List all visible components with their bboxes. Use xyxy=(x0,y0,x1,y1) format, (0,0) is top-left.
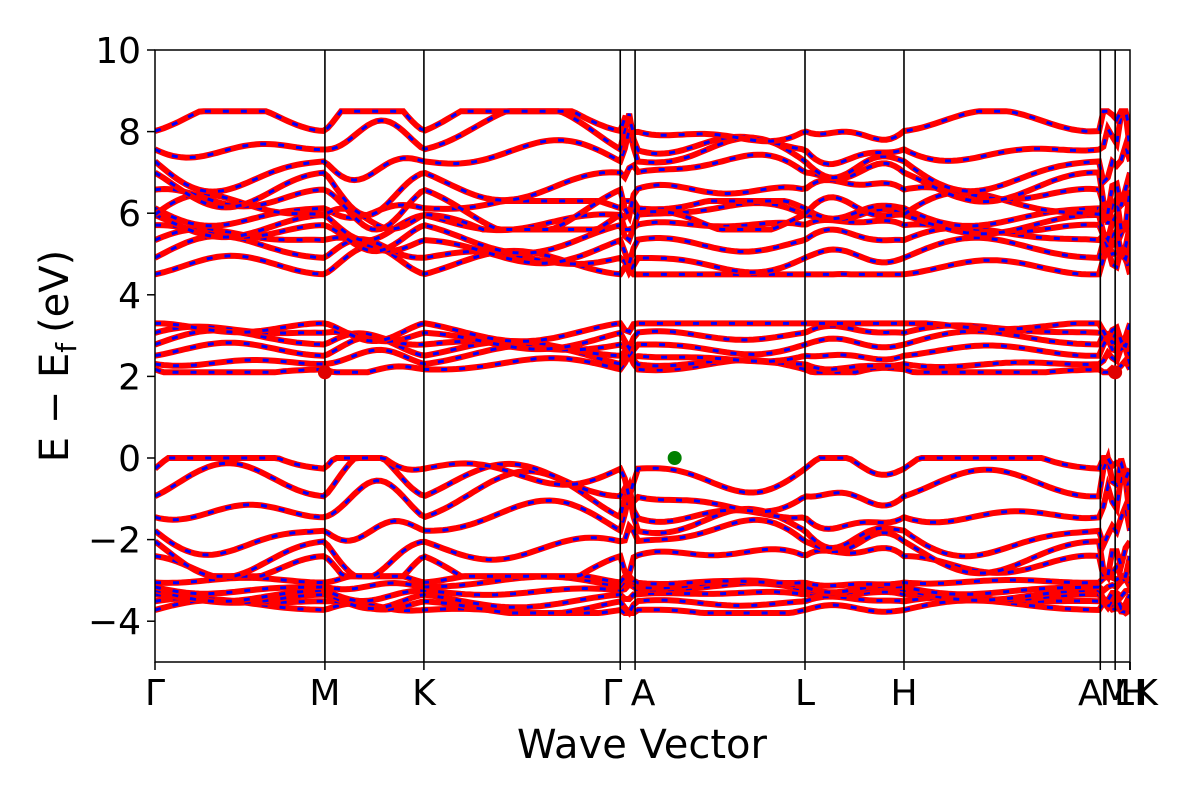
band-line-blue xyxy=(155,351,1130,374)
y-tick-label: 10 xyxy=(95,31,141,72)
x-tick-label: K xyxy=(412,673,437,714)
x-tick-label: K xyxy=(1134,673,1159,714)
band-line-blue xyxy=(155,598,1130,615)
x-tick-label: M xyxy=(1100,673,1131,714)
cbm-marker xyxy=(317,365,332,380)
band-line-blue xyxy=(155,574,1130,588)
y-tick-label: 6 xyxy=(118,194,141,235)
y-tick-label: −2 xyxy=(88,521,141,562)
band-line-blue xyxy=(155,201,1130,244)
band-line-blue xyxy=(155,518,1130,581)
band-line-blue xyxy=(155,573,1130,596)
band-line-blue xyxy=(155,546,1130,578)
x-tick-label: H xyxy=(1120,673,1147,714)
band-line-red xyxy=(155,128,1130,195)
band-line-blue xyxy=(155,452,1130,514)
band-line-red xyxy=(155,108,1130,145)
band-line-blue xyxy=(155,178,1130,233)
high-symmetry-lines xyxy=(324,50,1116,662)
x-tick-label: Γ xyxy=(145,673,165,714)
band-line-blue xyxy=(155,218,1130,256)
band-line-blue xyxy=(155,198,1130,228)
band-line-blue xyxy=(155,153,1130,217)
plot-frame xyxy=(154,49,1131,663)
band-line-red xyxy=(155,493,1130,560)
extrema-markers xyxy=(317,365,1123,465)
cbm-marker xyxy=(1108,365,1123,380)
x-tick-label: M xyxy=(309,673,340,714)
x-axis-title: Wave Vector xyxy=(517,722,768,768)
band-line-blue xyxy=(155,334,1130,363)
band-line-blue xyxy=(155,128,1130,194)
x-tick-label: H xyxy=(890,673,917,714)
y-tick-label: −4 xyxy=(88,602,141,643)
x-tick-label: A xyxy=(631,673,656,714)
y-axis-title-sub: f xyxy=(50,342,83,353)
band-line-red xyxy=(155,233,1130,279)
band-line-blue xyxy=(155,109,1130,166)
y-axis-title-main: E − E xyxy=(32,353,78,463)
band-line-blue xyxy=(155,581,1130,603)
x-tick-label: L xyxy=(1114,673,1134,714)
y-tick-label: 8 xyxy=(118,113,141,154)
band-line-blue xyxy=(155,323,1130,352)
band-line-blue xyxy=(155,243,1130,276)
y-tick-label: 0 xyxy=(118,439,141,480)
y-tick-label: 2 xyxy=(118,357,141,398)
x-tick-label: Γ xyxy=(602,673,622,714)
band-line-blue xyxy=(155,321,1130,344)
vbm-marker xyxy=(667,451,682,465)
x-tick-label: L xyxy=(795,673,815,714)
band-line-blue xyxy=(155,590,1130,611)
band-line-blue xyxy=(155,343,1130,371)
y-axis-title: E − Ef (eV) xyxy=(32,250,83,463)
y-tick-label: 4 xyxy=(118,276,141,317)
band-lines xyxy=(155,108,1130,618)
band-line-blue xyxy=(155,328,1130,359)
band-line-red xyxy=(155,516,1130,585)
x-tick-label: A xyxy=(1078,673,1103,714)
y-axis-ticks: −4 −2 0 2 4 6 8 10 xyxy=(88,31,155,643)
band-line-blue xyxy=(155,456,1130,504)
y-axis-title-unit: (eV) xyxy=(32,250,78,333)
band-line-blue xyxy=(155,469,1130,531)
